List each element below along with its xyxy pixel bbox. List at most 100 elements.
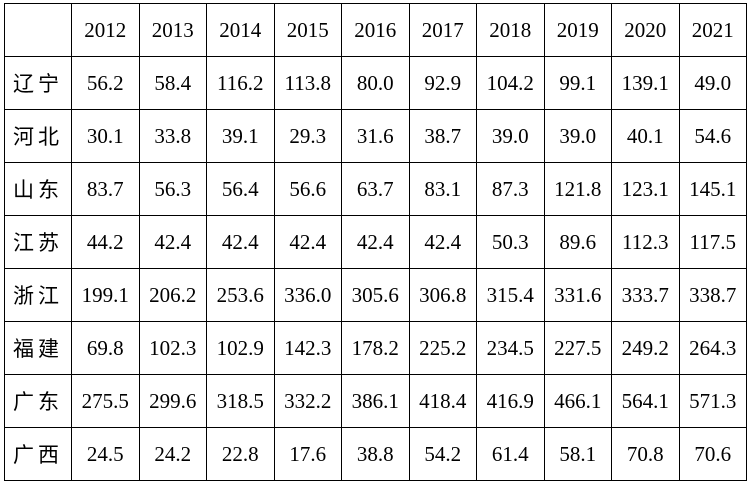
year-header: 2020 [611, 3, 680, 57]
table-cell: 142.3 [273, 321, 342, 375]
table-row: 福建 69.8 102.3 102.9 142.3 178.2 225.2 234.5 227.… [4, 321, 747, 375]
table-cell: 104.2 [476, 56, 545, 110]
table-cell: 39.0 [543, 109, 612, 163]
table-cell: 31.6 [341, 109, 410, 163]
table-cell: 332.2 [273, 374, 342, 428]
table-cell: 299.6 [138, 374, 207, 428]
table-row: 浙江 199.1 206.2 253.6 336.0 305.6 306.8 315.4 331… [4, 268, 747, 322]
table-cell: 318.5 [206, 374, 275, 428]
year-header: 2016 [341, 3, 410, 57]
table-cell: 56.2 [71, 56, 140, 110]
table-cell: 145.1 [678, 162, 747, 216]
table-cell: 87.3 [476, 162, 545, 216]
table-cell: 54.6 [678, 109, 747, 163]
corner-cell [4, 3, 72, 57]
table-cell: 99.1 [543, 56, 612, 110]
table-cell: 199.1 [71, 268, 140, 322]
table-cell: 39.0 [476, 109, 545, 163]
table-cell: 206.2 [138, 268, 207, 322]
table-cell: 54.2 [408, 427, 477, 481]
table-cell: 83.1 [408, 162, 477, 216]
table-cell: 112.3 [611, 215, 680, 269]
year-header: 2012 [71, 3, 140, 57]
table-cell: 42.4 [273, 215, 342, 269]
table-row: 山东 83.7 56.3 56.4 56.6 63.7 83.1 87.3 121.8 123.1… [4, 162, 747, 216]
table-cell: 80.0 [341, 56, 410, 110]
table-cell: 225.2 [408, 321, 477, 375]
table-cell: 386.1 [341, 374, 410, 428]
table-cell: 264.3 [678, 321, 747, 375]
table-cell: 38.8 [341, 427, 410, 481]
row-label: 山东 [4, 162, 72, 216]
table-cell: 42.4 [138, 215, 207, 269]
table-cell: 56.3 [138, 162, 207, 216]
table-cell: 33.8 [138, 109, 207, 163]
table-cell: 306.8 [408, 268, 477, 322]
table-cell: 29.3 [273, 109, 342, 163]
table-cell: 44.2 [71, 215, 140, 269]
table-cell: 249.2 [611, 321, 680, 375]
table-cell: 40.1 [611, 109, 680, 163]
table-row: 广西 24.5 24.2 22.8 17.6 38.8 54.2 61.4 58.1 70.8 70… [4, 427, 747, 481]
table-cell: 58.1 [543, 427, 612, 481]
row-label: 广西 [4, 427, 72, 481]
table-cell: 38.7 [408, 109, 477, 163]
table-cell: 253.6 [206, 268, 275, 322]
table-cell: 102.9 [206, 321, 275, 375]
table-cell: 70.6 [678, 427, 747, 481]
table-cell: 275.5 [71, 374, 140, 428]
table-cell: 116.2 [206, 56, 275, 110]
table-cell: 22.8 [206, 427, 275, 481]
table-cell: 92.9 [408, 56, 477, 110]
table-row: 河北 30.1 33.8 39.1 29.3 31.6 38.7 39.0 39.0 40.1 54… [4, 109, 747, 163]
table-cell: 315.4 [476, 268, 545, 322]
year-header: 2019 [543, 3, 612, 57]
table-cell: 234.5 [476, 321, 545, 375]
table-cell: 564.1 [611, 374, 680, 428]
row-label: 浙江 [4, 268, 72, 322]
row-label: 江苏 [4, 215, 72, 269]
table-cell: 123.1 [611, 162, 680, 216]
table-cell: 416.9 [476, 374, 545, 428]
year-header: 2017 [408, 3, 477, 57]
table-cell: 571.3 [678, 374, 747, 428]
table-cell: 42.4 [408, 215, 477, 269]
year-header: 2014 [206, 3, 275, 57]
table-cell: 56.4 [206, 162, 275, 216]
table-cell: 117.5 [678, 215, 747, 269]
table-cell: 89.6 [543, 215, 612, 269]
table-cell: 56.6 [273, 162, 342, 216]
row-label: 河北 [4, 109, 72, 163]
table-cell: 63.7 [341, 162, 410, 216]
table-cell: 49.0 [678, 56, 747, 110]
table-cell: 227.5 [543, 321, 612, 375]
table-cell: 113.8 [273, 56, 342, 110]
table-cell: 121.8 [543, 162, 612, 216]
table-cell: 30.1 [71, 109, 140, 163]
table-cell: 61.4 [476, 427, 545, 481]
table-cell: 83.7 [71, 162, 140, 216]
table-cell: 39.1 [206, 109, 275, 163]
table-row: 江苏 44.2 42.4 42.4 42.4 42.4 42.4 50.3 89.6 112.3 1… [4, 215, 747, 269]
table-cell: 17.6 [273, 427, 342, 481]
table-cell: 70.8 [611, 427, 680, 481]
row-label: 辽宁 [4, 56, 72, 110]
table-cell: 102.3 [138, 321, 207, 375]
table-cell: 42.4 [206, 215, 275, 269]
table-cell: 69.8 [71, 321, 140, 375]
table-cell: 466.1 [543, 374, 612, 428]
table-cell: 50.3 [476, 215, 545, 269]
table-cell: 418.4 [408, 374, 477, 428]
table-cell: 305.6 [341, 268, 410, 322]
table-cell: 139.1 [611, 56, 680, 110]
year-header: 2021 [678, 3, 747, 57]
table-cell: 24.2 [138, 427, 207, 481]
year-header: 2018 [476, 3, 545, 57]
year-header: 2015 [273, 3, 342, 57]
table-cell: 331.6 [543, 268, 612, 322]
table-row: 广东 275.5 299.6 318.5 332.2 386.1 418.4 416.9 466… [4, 374, 747, 428]
row-label: 广东 [4, 374, 72, 428]
table-body: 2012 2013 2014 2015 2016 2017 2018 2019 … [4, 3, 747, 481]
table-row: 辽宁 56.2 58.4 116.2 113.8 80.0 92.9 104.2 99.1 139… [4, 56, 747, 110]
table-cell: 58.4 [138, 56, 207, 110]
